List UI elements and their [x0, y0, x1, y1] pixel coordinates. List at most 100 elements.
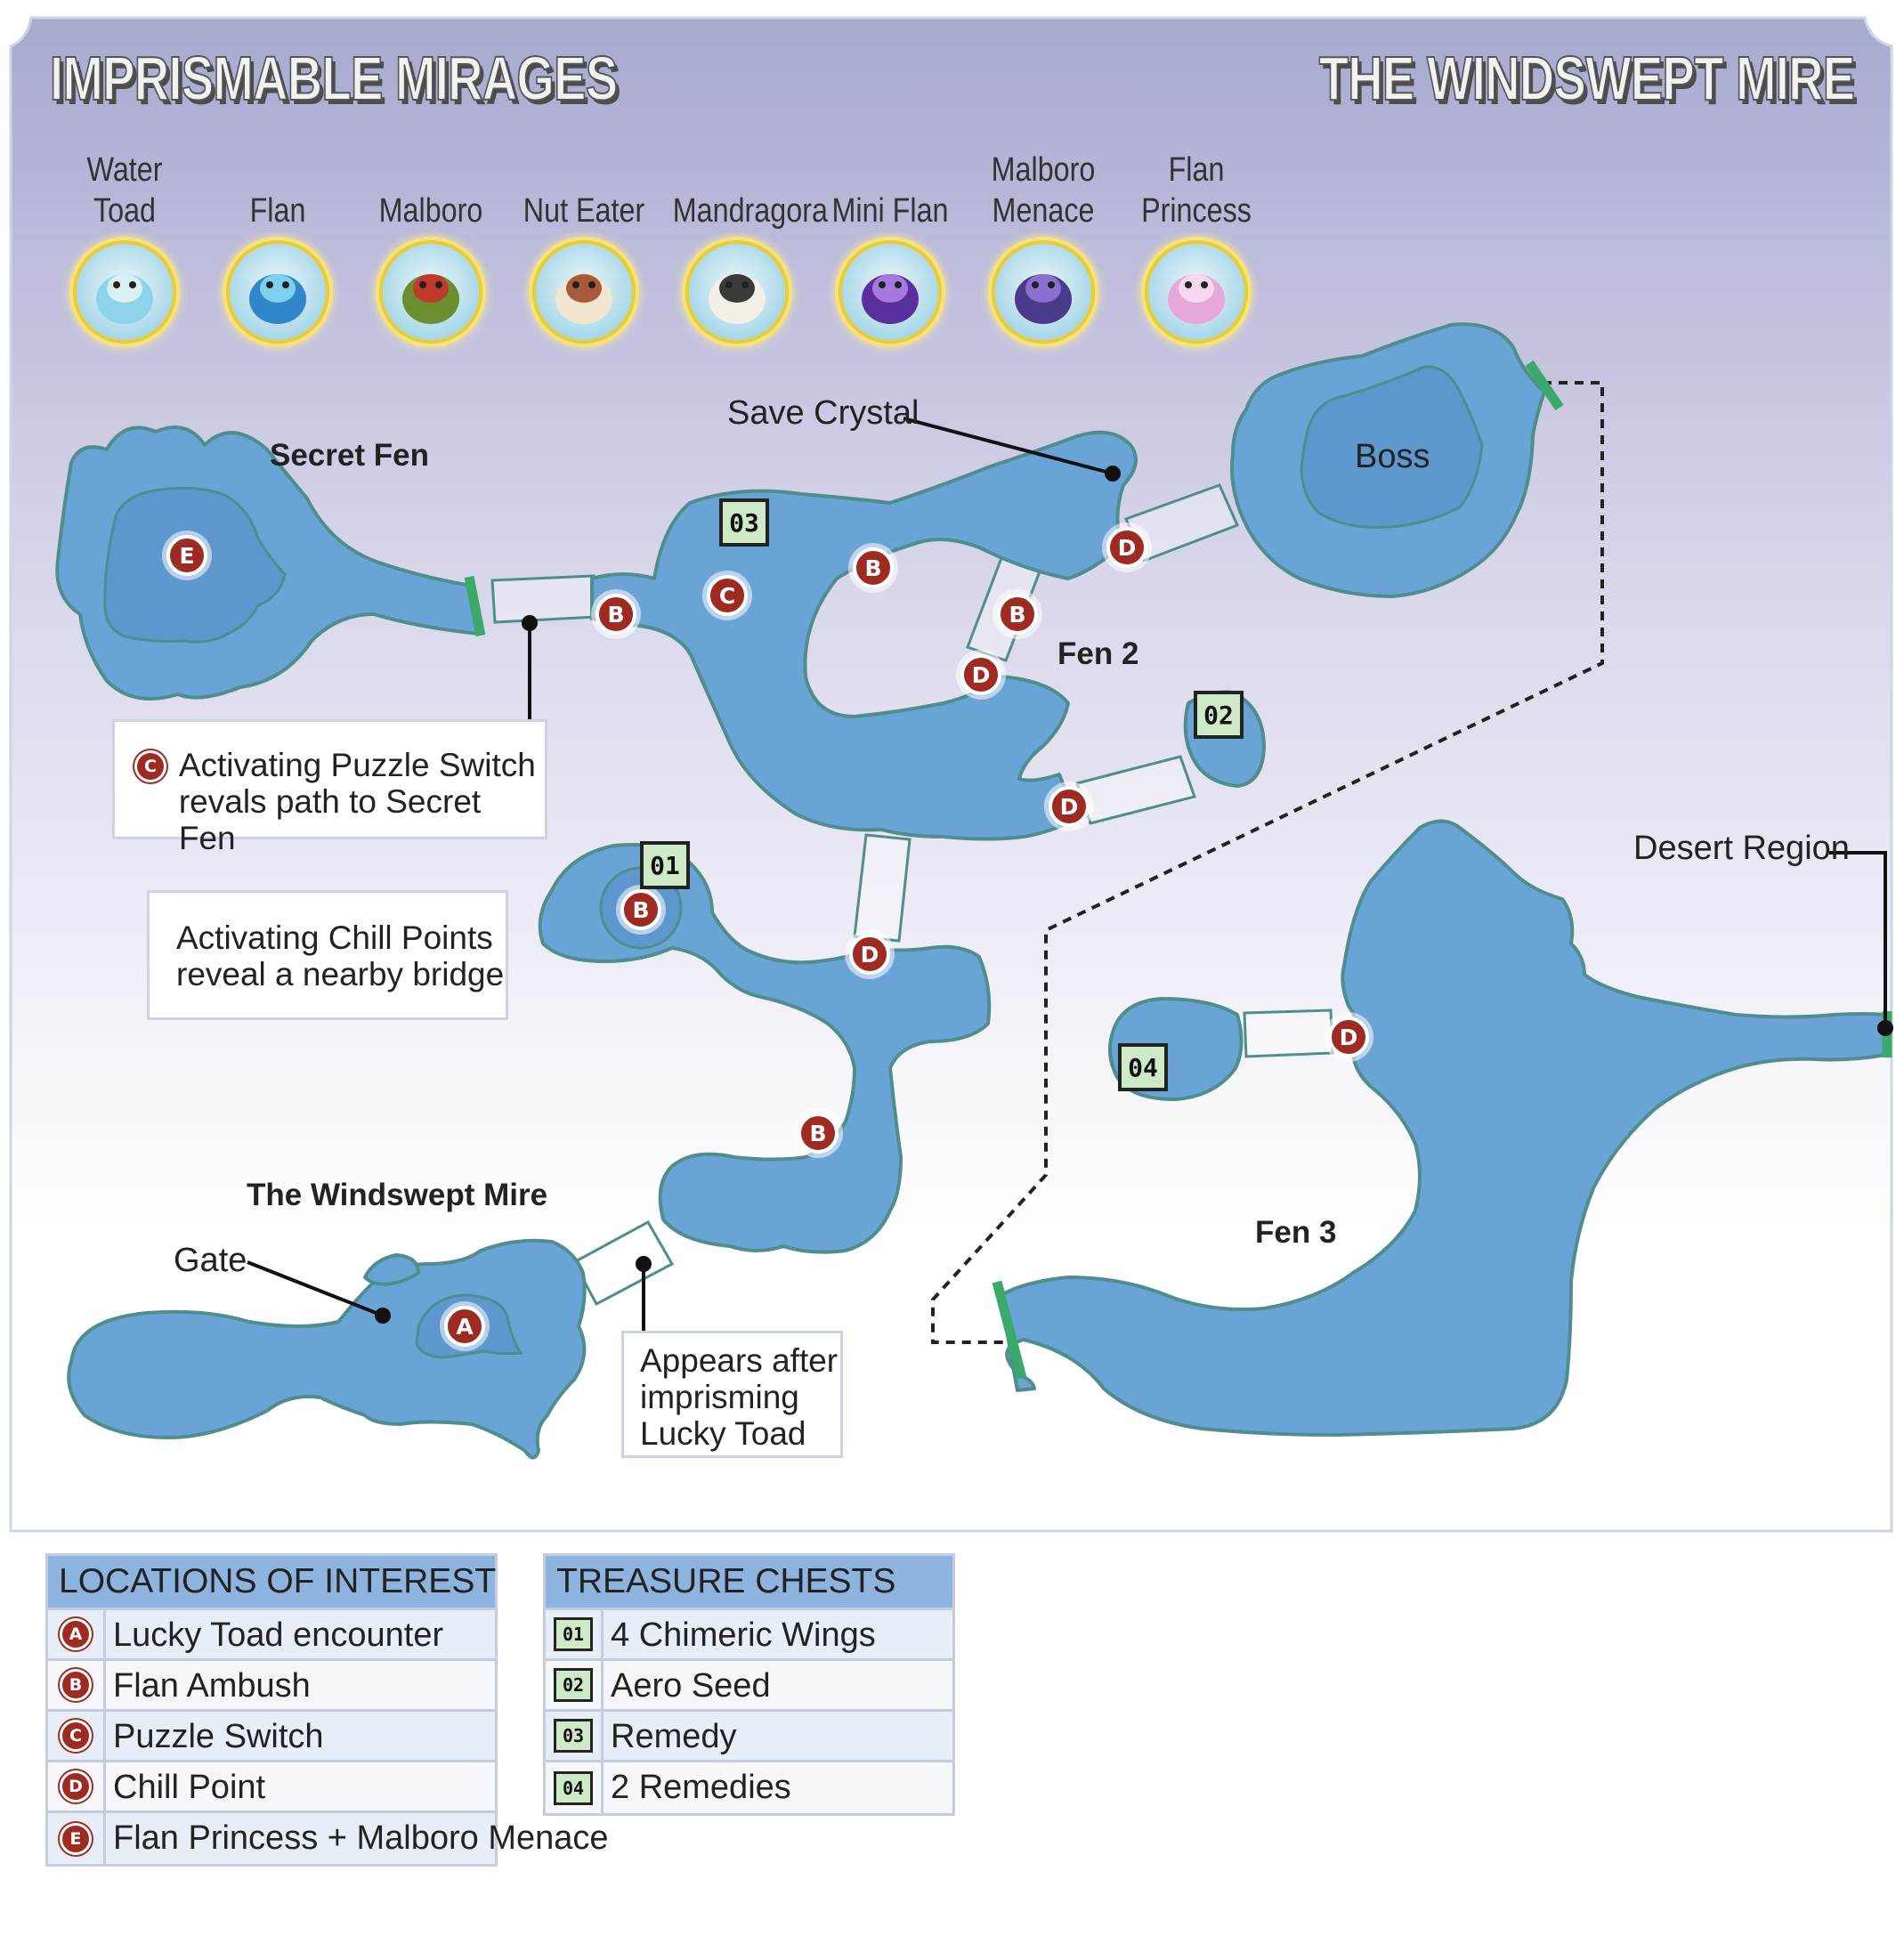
- appears-note-dot: [636, 1256, 652, 1272]
- marker-b: B: [616, 885, 666, 935]
- marker-disc: [166, 535, 207, 576]
- legend-key-cell: B: [48, 1661, 106, 1709]
- area-fen3: [1000, 819, 1887, 1437]
- legend-key-icon: 04: [554, 1770, 593, 1805]
- label-windswept-mire: The Windswept Mire: [247, 1178, 548, 1212]
- enemy-7: Flan Princess: [1121, 150, 1272, 344]
- legend-key-icon: A: [60, 1618, 92, 1650]
- save-crystal-leader: [903, 417, 1114, 475]
- enemy-0: Water Toad: [49, 150, 200, 344]
- enemy-name: Malboro Menace: [979, 150, 1108, 231]
- label-secret-fen: Secret Fen: [270, 438, 429, 473]
- chill-note-line1: Activating Chill Points: [176, 919, 493, 956]
- legend-text: 4 Chimeric Wings: [611, 1616, 876, 1654]
- chest-legend-row: 03 Remedy: [546, 1712, 952, 1762]
- chest-box: [1194, 691, 1244, 739]
- desert-region-leader: [1829, 851, 1887, 1025]
- legend-text: Chill Point: [113, 1769, 266, 1806]
- enemy-1: Flan: [202, 150, 353, 344]
- marker-letter: B: [632, 897, 649, 923]
- enemy-name-line1: Malboro: [991, 151, 1096, 189]
- marker-disc: [960, 654, 1001, 695]
- marker-d: D: [1324, 1012, 1373, 1062]
- marker-a: A: [440, 1301, 490, 1351]
- enemy-name-line2: Mini Flan: [831, 192, 949, 230]
- enemy-5: Mini Flan: [814, 150, 966, 344]
- chest-legend-row: 02 Aero Seed: [546, 1661, 952, 1712]
- marker-e: E: [162, 531, 212, 580]
- enemy-name-line2: Nut Eater: [523, 192, 645, 230]
- enemy-name-line2: Mandragora: [672, 192, 828, 230]
- exit-secret-fen: [464, 575, 486, 637]
- marker-letter: D: [861, 942, 879, 968]
- enemy-6: Malboro Menace: [968, 150, 1119, 344]
- enemy-name-line1: Flan: [1168, 151, 1225, 189]
- marker-disc: [1328, 1017, 1369, 1057]
- water-toad-portrait: [73, 240, 176, 344]
- desert-region-dot: [1877, 1020, 1893, 1036]
- legend-key-cell: E: [48, 1813, 106, 1864]
- marker-d: D: [1102, 522, 1152, 572]
- chest-04: 04: [1118, 1043, 1168, 1091]
- legend-key-cell: C: [48, 1712, 106, 1760]
- legend-text: Puzzle Switch: [113, 1718, 324, 1755]
- chest-01: 01: [640, 841, 690, 889]
- location-legend-row: B Flan Ambush: [48, 1661, 495, 1712]
- chill-point-note: Activating Chill Points reveal a nearby …: [147, 890, 508, 1020]
- marker-b: B: [993, 589, 1042, 639]
- marker-disc: [620, 889, 661, 930]
- marker-letter: A: [456, 1314, 474, 1340]
- bridge-windswept: [571, 1219, 675, 1307]
- bridge-secret-fen: [490, 574, 598, 624]
- enemy-name: Nut Eater: [520, 150, 649, 231]
- pool-boss: [1300, 365, 1484, 529]
- puzzle-note-line2: revals path to Secret Fen: [178, 783, 482, 856]
- enemy-name: Mini Flan: [826, 150, 955, 231]
- legend-key-cell: 01: [546, 1610, 604, 1658]
- enemy-name-line2: Menace: [992, 192, 1095, 230]
- gate-leader: [247, 1260, 384, 1317]
- legend-text: 2 Remedies: [611, 1769, 791, 1806]
- appears-note-line3: Lucky Toad: [640, 1415, 806, 1452]
- mini-flan-portrait: [839, 240, 942, 344]
- marker-d: D: [1044, 782, 1094, 831]
- legend-text: Lucky Toad encounter: [113, 1616, 444, 1654]
- puzzle-switch-note: C Activating Puzzle Switch revals path t…: [112, 719, 547, 856]
- appears-note-line2: imprisming: [640, 1379, 799, 1415]
- marker-letter: D: [1118, 535, 1137, 561]
- label-boss: Boss: [1355, 438, 1430, 475]
- marker-letter: B: [809, 1121, 826, 1146]
- enemy-name-line2: Toad: [93, 192, 157, 230]
- label-gate: Gate: [174, 1242, 247, 1279]
- legend-key-icon: 03: [554, 1719, 593, 1753]
- marker-disc: [1049, 786, 1090, 827]
- exit-boss: [1525, 360, 1564, 411]
- chill-note-line2: reveal a nearby bridge: [176, 956, 505, 992]
- marker-disc: [444, 1306, 485, 1347]
- puzzle-note-marker: C: [134, 750, 166, 782]
- enemy-name-line2: Malboro: [378, 192, 483, 230]
- chest-legend-row: 01 4 Chimeric Wings: [546, 1610, 952, 1661]
- puzzle-note-line1: Activating Puzzle Switch: [178, 747, 536, 783]
- label-fen2: Fen 2: [1057, 636, 1139, 671]
- enemy-name: Malboro: [367, 150, 496, 231]
- marker-disc: [596, 594, 636, 635]
- marker-c: C: [702, 571, 752, 620]
- legend-key-icon: E: [60, 1822, 92, 1855]
- marker-d: D: [845, 929, 895, 979]
- marker-disc: [997, 594, 1038, 635]
- chest-02: 02: [1194, 691, 1244, 739]
- chest-number: 03: [729, 508, 759, 538]
- label-fen3: Fen 3: [1255, 1215, 1337, 1250]
- label-desert-region: Desert Region: [1633, 830, 1850, 867]
- malboro-menace-portrait: [992, 240, 1095, 344]
- location-markers: E B C B B D D D B D B A D: [162, 522, 1373, 1351]
- location-legend-row: D Chill Point: [48, 1762, 495, 1813]
- marker-disc: [798, 1113, 839, 1154]
- legend-key-icon: 02: [554, 1668, 593, 1702]
- enemy-name: Water Toad: [61, 150, 190, 231]
- legend-key-icon: D: [60, 1770, 92, 1802]
- legend-key-cell: D: [48, 1762, 106, 1810]
